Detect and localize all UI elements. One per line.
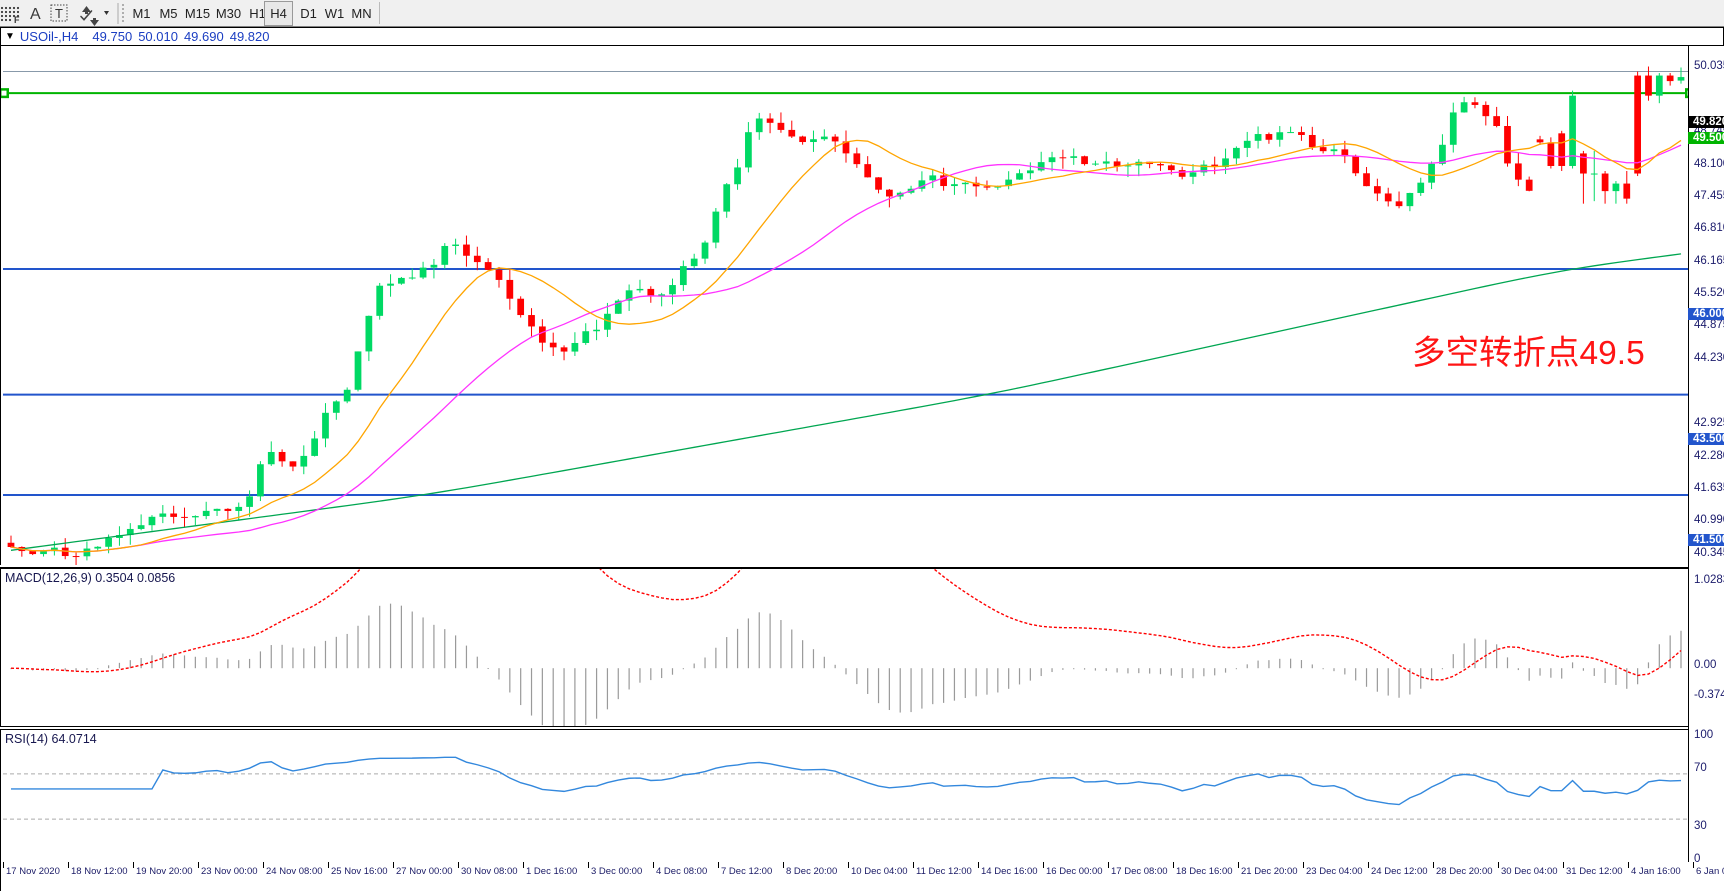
svg-text:A: A <box>30 6 41 23</box>
svg-text:T: T <box>55 6 63 21</box>
svg-text:F: F <box>14 15 20 25</box>
